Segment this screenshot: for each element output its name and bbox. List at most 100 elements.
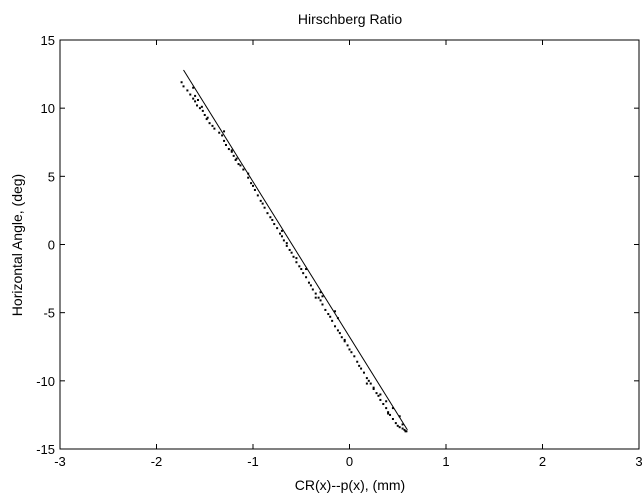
data-point	[362, 371, 365, 374]
data-point	[319, 299, 322, 302]
data-point	[247, 172, 250, 175]
data-point	[365, 377, 368, 380]
data-point	[189, 93, 192, 96]
data-point	[372, 386, 375, 389]
data-point	[307, 281, 310, 284]
data-point	[198, 107, 201, 110]
data-point	[282, 239, 285, 242]
data-point	[234, 158, 237, 161]
data-point	[391, 418, 394, 421]
data-point	[398, 426, 401, 429]
data-point	[201, 109, 204, 112]
x-tick-label: 2	[539, 454, 546, 469]
data-point	[196, 98, 199, 101]
data-point	[253, 188, 256, 191]
x-tick-label: 1	[442, 454, 449, 469]
data-point	[196, 104, 199, 107]
data-point	[385, 407, 388, 410]
data-point	[338, 332, 341, 335]
data-point	[336, 329, 339, 332]
data-point	[276, 227, 279, 230]
data-point	[295, 261, 298, 264]
data-point	[405, 430, 408, 433]
y-tick-label: 0	[48, 238, 55, 253]
data-point	[379, 393, 382, 396]
data-point	[208, 122, 211, 125]
data-point	[398, 415, 401, 418]
data-point	[200, 105, 203, 108]
y-tick-label: 5	[48, 169, 55, 184]
data-points	[180, 81, 408, 433]
data-point	[194, 100, 197, 103]
data-point	[203, 113, 206, 116]
data-point	[305, 268, 308, 271]
data-point	[358, 364, 361, 367]
data-point	[356, 360, 359, 363]
data-point	[288, 248, 291, 251]
data-point	[256, 194, 259, 197]
data-point	[353, 355, 356, 358]
data-point	[401, 423, 404, 426]
data-point	[182, 85, 185, 88]
data-point	[389, 413, 392, 416]
x-tick-label: -3	[54, 454, 66, 469]
y-tick-label: -10	[36, 374, 55, 389]
data-point	[224, 143, 227, 146]
data-point	[387, 411, 390, 414]
y-tick-label: 10	[41, 101, 55, 116]
data-point	[237, 163, 240, 166]
data-point	[221, 134, 224, 137]
data-point	[340, 336, 343, 339]
data-point	[314, 292, 317, 295]
data-point	[290, 251, 293, 254]
data-point	[192, 97, 195, 100]
data-point	[242, 168, 245, 171]
data-point	[331, 319, 334, 322]
y-tick-label: -15	[36, 442, 55, 457]
data-point	[230, 149, 233, 152]
fit-line-group	[183, 69, 408, 431]
data-point	[334, 310, 337, 313]
data-point	[186, 89, 189, 92]
data-point	[266, 212, 269, 215]
data-point	[329, 315, 332, 318]
data-point	[223, 130, 226, 133]
data-point	[252, 184, 254, 187]
x-tick-label: -1	[247, 454, 259, 469]
data-point	[211, 124, 214, 127]
data-point	[324, 308, 327, 311]
data-point	[271, 218, 274, 221]
data-point	[377, 394, 380, 397]
data-point	[372, 388, 375, 391]
fit-line	[183, 69, 408, 431]
data-point	[387, 412, 390, 415]
y-tick-label: 15	[41, 33, 55, 48]
data-point	[369, 382, 372, 385]
x-tick-label: -2	[151, 454, 163, 469]
y-tick-label: -5	[43, 306, 55, 321]
data-point	[261, 202, 264, 205]
data-point	[343, 338, 346, 341]
data-point	[239, 164, 242, 167]
data-point	[314, 296, 317, 299]
data-point	[180, 81, 183, 84]
data-point	[346, 344, 349, 347]
data-point	[235, 157, 238, 160]
data-point	[321, 295, 324, 298]
x-tick-label: 3	[635, 454, 642, 469]
data-point	[223, 139, 226, 142]
data-point	[273, 223, 276, 226]
data-point	[247, 176, 250, 179]
data-point	[365, 382, 368, 385]
y-axis-title: Horizontal Angle, (deg)	[9, 174, 25, 316]
plot-frame	[59, 39, 640, 450]
data-point	[336, 317, 339, 320]
data-point	[403, 428, 406, 431]
data-point	[263, 206, 266, 209]
x-tick-label: 0	[346, 454, 353, 469]
data-point	[280, 229, 283, 232]
data-point	[192, 86, 195, 89]
data-point	[213, 127, 216, 130]
